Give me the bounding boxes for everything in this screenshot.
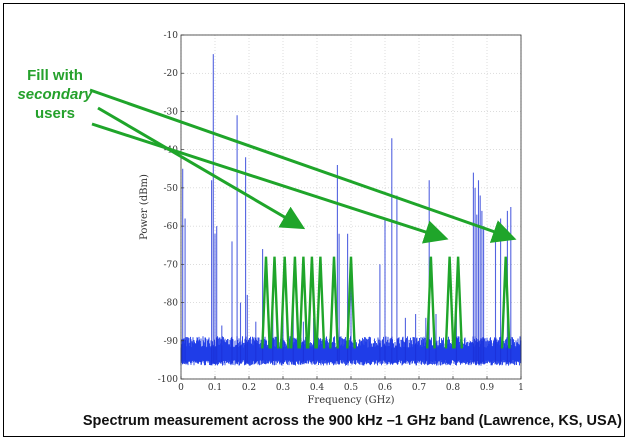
y-tick-label: -20 xyxy=(164,69,179,79)
secondary-user-triangle xyxy=(298,256,309,349)
secondary-user-triangle xyxy=(329,256,339,349)
secondary-user-triangle xyxy=(290,256,300,349)
annotation-arrows xyxy=(89,88,517,244)
y-tick-label: -60 xyxy=(164,222,179,232)
y-tick-label: -50 xyxy=(164,184,179,194)
secondary-user-triangle xyxy=(315,256,326,349)
secondary-user-triangle xyxy=(444,256,455,349)
secondary-users xyxy=(261,256,511,349)
spectrum-trace xyxy=(180,54,522,366)
annotation-line-3: users xyxy=(34,105,76,122)
y-tick-label: -30 xyxy=(164,107,179,117)
x-tick-label: 0.9 xyxy=(480,383,495,393)
x-tick-label: 0.1 xyxy=(208,383,222,393)
y-axis-label: Power (dBm) xyxy=(139,174,150,240)
x-tick-label: 0.4 xyxy=(310,383,325,393)
y-tick-label: -70 xyxy=(164,260,179,270)
secondary-user-triangle xyxy=(500,256,511,349)
caption: Spectrum measurement across the 900 kHz … xyxy=(82,413,622,429)
secondary-user-triangle xyxy=(426,256,436,349)
y-tick-label: -10 xyxy=(164,31,179,41)
x-tick-label: 0.3 xyxy=(276,383,291,393)
secondary-user-triangle xyxy=(261,256,271,349)
y-tick-label: -90 xyxy=(164,337,179,347)
secondary-user-triangle xyxy=(279,256,290,349)
x-tick-label: 0.2 xyxy=(242,383,256,393)
annotation-arrow xyxy=(97,106,306,230)
annotation-line-1: Fill with xyxy=(27,67,83,84)
annotation-arrow xyxy=(91,122,449,244)
annotation-line-2: secondary xyxy=(17,86,93,103)
x-tick-label: 0.8 xyxy=(446,383,461,393)
secondary-user-triangle xyxy=(269,256,280,349)
x-tick-label: 0 xyxy=(178,383,184,393)
x-tick-label: 0.6 xyxy=(378,383,393,393)
secondary-user-triangle xyxy=(307,256,317,349)
y-tick-label: -80 xyxy=(164,299,179,309)
x-tick-label: 0.7 xyxy=(412,383,427,393)
x-axis-label: Frequency (GHz) xyxy=(307,395,394,406)
annotation-arrow xyxy=(89,88,517,243)
secondary-user-triangle xyxy=(453,256,463,349)
x-tick-label: 0.5 xyxy=(344,383,359,393)
x-tick-label: 1 xyxy=(518,383,524,393)
y-tick-label: -100 xyxy=(158,375,178,385)
secondary-user-triangle xyxy=(346,256,356,349)
